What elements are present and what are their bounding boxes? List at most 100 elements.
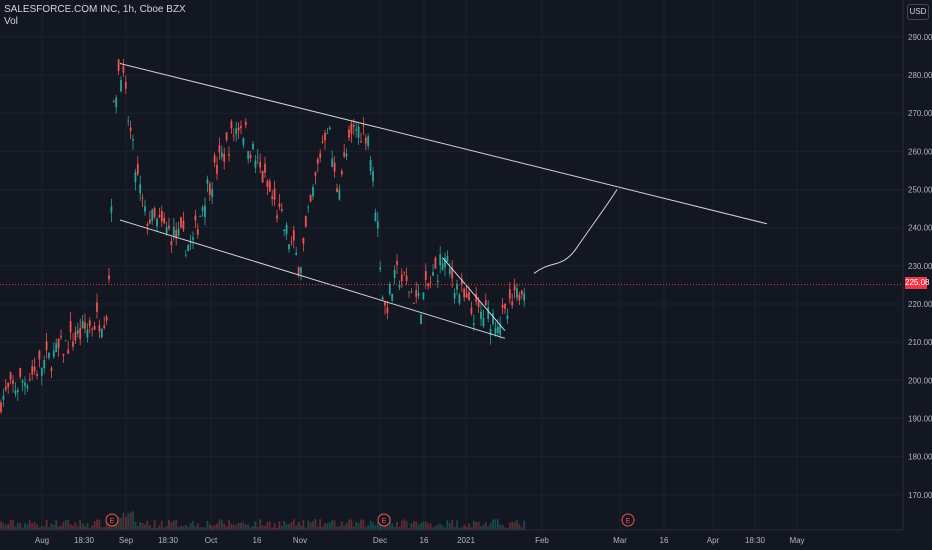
- volume-bar: [144, 524, 146, 530]
- volume-bar: [220, 520, 223, 530]
- candle-body: [182, 220, 185, 230]
- volume-bar: [146, 520, 149, 530]
- volume-bar: [19, 522, 22, 530]
- earnings-marker-label: E: [626, 518, 631, 525]
- candle-body: [326, 132, 329, 134]
- volume-bar: [312, 521, 314, 530]
- volume-bar: [460, 527, 463, 530]
- volume-bar: [160, 521, 163, 530]
- candle-body: [321, 141, 324, 143]
- trendline-drawings[interactable]: [119, 63, 768, 339]
- volume-bar: [177, 526, 180, 530]
- volume-bar: [264, 525, 266, 530]
- candle-body: [446, 255, 449, 262]
- candle-body: [492, 313, 494, 324]
- volume-bar: [271, 527, 274, 530]
- volume-bar: [268, 521, 271, 530]
- candle-body: [156, 218, 158, 227]
- candle-body: [319, 153, 322, 158]
- volume-bar: [302, 519, 305, 530]
- volume-bar: [153, 519, 156, 530]
- price-tick-label: 290.00: [908, 33, 932, 42]
- candle-body: [151, 209, 154, 222]
- volume-bar: [261, 525, 264, 530]
- candle-body: [177, 228, 180, 236]
- time-tick-label: Feb: [535, 536, 549, 545]
- volume-label[interactable]: Vol: [4, 16, 18, 27]
- time-axis[interactable]: Aug 18:30 Sep 18:30 Oct 16 Nov Dec 16 2021 Feb Mar 1…: [35, 536, 805, 545]
- volume-bar: [4, 524, 7, 530]
- volume-bar: [396, 521, 398, 530]
- volume-bar: [393, 526, 396, 530]
- candle-body: [463, 288, 466, 298]
- volume-bar: [295, 525, 298, 530]
- candle-body: [381, 297, 384, 300]
- candle-body: [79, 328, 82, 340]
- volume-bar: [456, 520, 458, 530]
- candle-body: [60, 335, 62, 338]
- upper-channel-line: [119, 63, 768, 225]
- volume-bar: [134, 521, 137, 530]
- candle-body: [465, 293, 468, 298]
- candle-body: [57, 338, 60, 349]
- volume-bar: [410, 523, 413, 530]
- volume-bar: [2, 523, 5, 530]
- price-tick-label: 250.00: [908, 185, 932, 194]
- volume-bar: [280, 525, 283, 530]
- candle-body: [9, 372, 12, 380]
- volume-bar: [290, 522, 293, 530]
- candle-body: [132, 139, 134, 141]
- candle-body: [43, 359, 46, 369]
- time-tick-label: 18:30: [158, 536, 179, 545]
- time-tick-label: Nov: [293, 536, 307, 545]
- volume-bar: [504, 527, 506, 530]
- volume-bar: [254, 521, 257, 530]
- volume-bar: [482, 524, 485, 530]
- volume-bar: [249, 527, 252, 530]
- candle-body: [21, 380, 24, 383]
- candle-body: [55, 343, 58, 352]
- volume-bar: [345, 523, 348, 530]
- candle-body: [45, 341, 48, 351]
- candle-body: [523, 293, 526, 301]
- volume-bar: [26, 524, 29, 530]
- volume-bar: [208, 524, 211, 530]
- candle-body: [374, 212, 377, 222]
- volume-bar: [242, 522, 245, 530]
- symbol-title[interactable]: SALESFORCE.COM INC, 1h, Cboe BZX: [4, 4, 186, 15]
- volume-bar: [211, 525, 214, 530]
- currency-button[interactable]: USD: [907, 4, 929, 20]
- candle-body: [489, 328, 492, 336]
- volume-bar: [369, 520, 372, 530]
- volume-bar: [405, 521, 408, 530]
- volume-bar: [204, 527, 206, 530]
- volume-bar: [40, 526, 43, 530]
- grid: [0, 0, 903, 530]
- volume-bar: [422, 521, 425, 530]
- candle-body: [468, 292, 470, 301]
- candle-body: [511, 301, 514, 306]
- candlestick-series: [0, 58, 526, 414]
- candle-body: [52, 350, 55, 357]
- candle-body: [237, 127, 240, 131]
- candle-body: [24, 382, 26, 387]
- volume-bar: [36, 524, 38, 530]
- candle-body: [518, 294, 521, 301]
- candle-body: [364, 137, 367, 144]
- volume-bar: [76, 526, 79, 530]
- candle-body: [499, 324, 502, 335]
- volume-bar: [223, 523, 226, 530]
- volume-bar: [468, 523, 470, 530]
- candle-body: [168, 225, 170, 229]
- candle-body: [158, 215, 161, 218]
- candle-body: [192, 237, 194, 240]
- volume-bar: [367, 525, 370, 530]
- candle-body: [487, 307, 490, 319]
- price-axis[interactable]: 170.00 180.00 190.00 200.00 210.00 220.00 230.…: [908, 33, 932, 500]
- volume-bar: [228, 520, 230, 530]
- candle-body: [412, 303, 415, 304]
- time-tick-label: Sep: [119, 536, 134, 545]
- candle-body: [259, 162, 262, 168]
